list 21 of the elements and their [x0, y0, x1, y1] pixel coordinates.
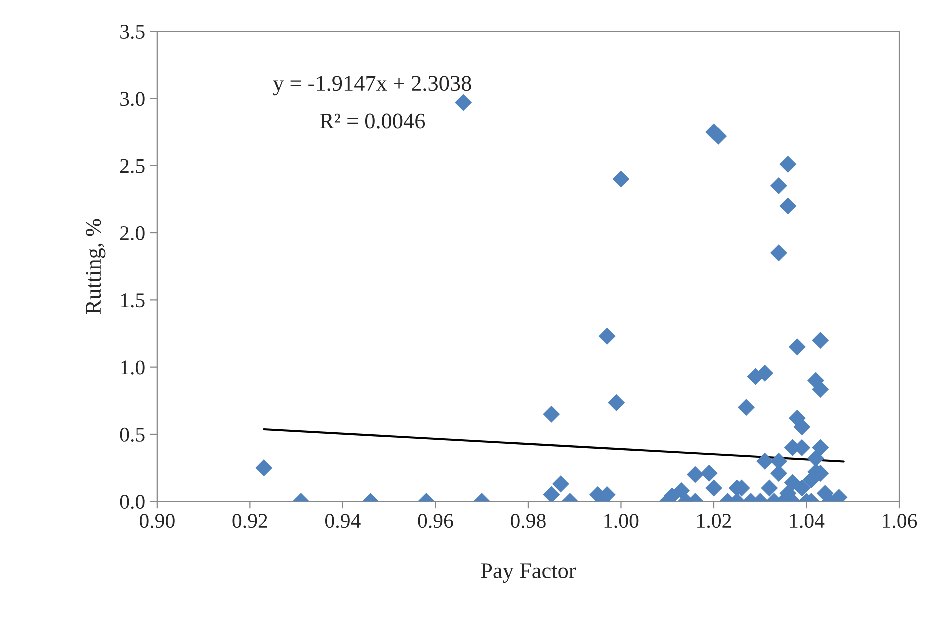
- y-tick-label: 3.0: [120, 92, 145, 106]
- x-tick-label: 1.06: [883, 514, 918, 528]
- x-tick-label: 0.90: [140, 514, 175, 528]
- y-tick-label: 3.5: [120, 24, 145, 40]
- x-tick-label: 0.96: [418, 514, 454, 528]
- y-tick-label: 0.5: [120, 428, 145, 442]
- x-tick-label: 0.92: [232, 514, 268, 528]
- y-axis-title: Rutting, %: [86, 219, 106, 314]
- y-tick-label: 2.5: [120, 159, 145, 174]
- y-tick-label: 2.0: [120, 226, 145, 241]
- annotation: y = -1.9147x + 2.3038: [273, 76, 472, 96]
- x-axis-title: Pay Factor: [481, 564, 576, 584]
- y-tick-label: 1.0: [121, 360, 145, 375]
- x-tick-label: 0.94: [326, 514, 361, 528]
- x-tick-label: 1.02: [698, 514, 732, 528]
- y-tick-label: 0.0: [120, 495, 145, 510]
- annotation: R² = 0.0046: [320, 114, 426, 129]
- x-tick-label: 1.04: [790, 514, 825, 528]
- y-tick-label: 1.5: [121, 294, 145, 308]
- x-tick-label: 1.00: [604, 514, 639, 528]
- x-tick-label: 0.98: [511, 514, 546, 528]
